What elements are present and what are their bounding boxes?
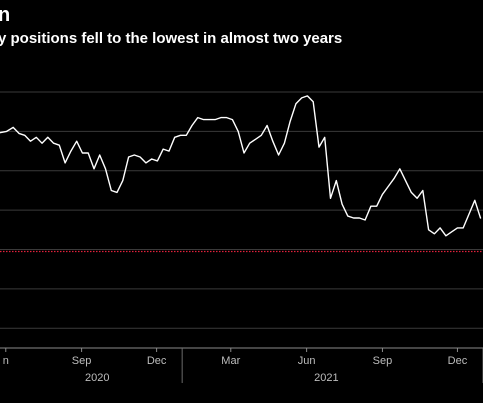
x-tick-label: Dec bbox=[147, 355, 167, 367]
x-tick-label: Sep bbox=[373, 355, 393, 367]
x-tick-label: Mar bbox=[221, 355, 240, 367]
x-year-label: 2020 bbox=[85, 372, 109, 384]
series-group bbox=[0, 95, 482, 237]
x-year-label: 2021 bbox=[314, 372, 338, 384]
chart-title: n bbox=[0, 4, 11, 26]
series-line bbox=[0, 95, 482, 237]
x-axis: n Sep Dec Mar Jun Sep Dec 2020 2021 bbox=[0, 347, 483, 384]
x-tick-label: Dec bbox=[448, 355, 468, 367]
x-tick-label: n bbox=[3, 355, 9, 367]
chart-subtitle: y positions fell to the lowest in almost… bbox=[0, 30, 343, 47]
gridlines bbox=[0, 91, 483, 329]
x-tick-label: Sep bbox=[72, 355, 92, 367]
x-tick-label: Jun bbox=[298, 355, 316, 367]
